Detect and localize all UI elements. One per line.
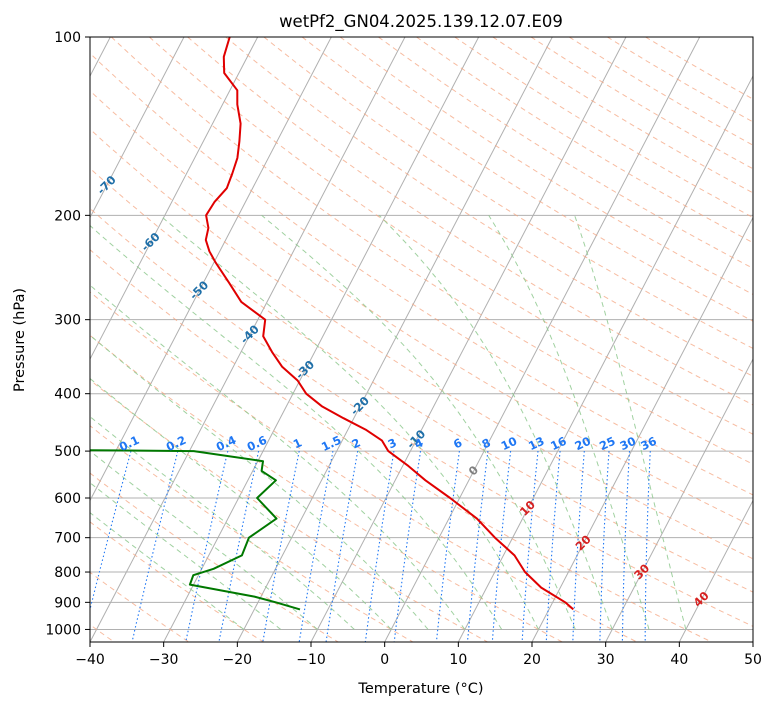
mixing-ratio-label: 13 (526, 434, 546, 453)
isotherm-line (90, 37, 406, 642)
moist-adiabat (90, 450, 318, 630)
mixing-ratio-line (621, 451, 631, 642)
x-tick-label: −10 (296, 652, 326, 668)
y-tick-label: 400 (54, 387, 81, 403)
mixing-ratio-line (572, 451, 585, 642)
moist-adiabat (378, 214, 613, 630)
mixing-ratio-line (393, 451, 422, 642)
mixing-ratio-lines (90, 450, 651, 642)
isotherm-line (90, 37, 259, 361)
isotherm-line (605, 357, 753, 642)
dry-adiabat (90, 379, 488, 642)
y-tick-label: 500 (54, 444, 81, 460)
moist-adiabat (90, 284, 466, 630)
mixing-ratio-line (491, 451, 512, 642)
dry-adiabat (90, 291, 638, 642)
dry-adiabat (110, 37, 753, 465)
isotherm-line (90, 37, 185, 219)
mixing-ratio-line (185, 450, 229, 642)
isotherm-line (163, 37, 480, 642)
y-tick-label: 600 (54, 491, 81, 507)
chart-title: wetPf2_GN04.2025.139.12.07.E09 (279, 12, 563, 32)
mixing-ratio-line (90, 450, 132, 612)
mixing-ratio-line (644, 451, 651, 642)
mixing-ratio-label: 25 (597, 434, 617, 453)
mixing-ratio-line (298, 451, 334, 642)
profile-lines (90, 37, 574, 611)
dry-adiabat (90, 207, 753, 627)
x-axis-label: Temperature (°C) (357, 681, 483, 697)
y-tick-label: 900 (54, 595, 81, 611)
y-axis-ticks: 100 200 300 400 500 600 700 800 900 1000 (45, 30, 90, 638)
moist-adiabat (90, 416, 355, 630)
moist-adiabat (261, 214, 576, 630)
dry-adiabat (90, 90, 753, 528)
x-tick-label: 40 (670, 652, 688, 668)
temperature-line (204, 37, 574, 611)
mixing-ratio-line (218, 450, 260, 642)
dry-adiabat (90, 425, 414, 642)
y-tick-label: 200 (54, 208, 81, 224)
moist-adiabat (90, 224, 503, 630)
grid-lines (90, 37, 753, 642)
x-tick-label: 0 (380, 652, 389, 668)
isotherm-line (678, 499, 753, 642)
y-tick-label: 100 (54, 30, 81, 46)
dry-adiabat (90, 571, 190, 642)
x-tick-label: 30 (597, 652, 615, 668)
y-axis-label: Pressure (hPa) (12, 288, 28, 392)
dry-adiabat (90, 128, 753, 560)
mixing-ratio-label: 10 (499, 434, 519, 453)
moist-adiabat (90, 334, 429, 630)
mixing-ratio-line (466, 451, 489, 642)
mixing-ratio-line (262, 450, 300, 642)
mixing-ratio-line (599, 451, 610, 642)
moist-adiabat (90, 377, 392, 630)
dewpoint-line (90, 449, 301, 611)
isotherm-line (90, 37, 332, 502)
isotherm-line (384, 37, 701, 642)
y-tick-label: 700 (54, 531, 81, 547)
moist-adiabats (90, 214, 687, 630)
mixing-ratio-label: 16 (548, 434, 568, 453)
mixing-ratio-line (364, 451, 395, 642)
x-axis-ticks: −40 −30 −20 −10 0 10 20 30 40 50 (75, 642, 762, 668)
mixing-ratio-line (131, 450, 179, 642)
isotherm-line (236, 37, 553, 642)
x-tick-label: 50 (744, 652, 762, 668)
x-tick-label: 10 (449, 652, 467, 668)
dry-adiabat (90, 249, 712, 642)
plot-frame (89, 36, 754, 643)
dry-adiabat (149, 37, 753, 435)
y-tick-label: 1000 (45, 622, 81, 638)
x-tick-label: −40 (75, 652, 105, 668)
y-tick-label: 300 (54, 313, 81, 329)
dry-adiabat (90, 334, 563, 642)
moist-adiabat (574, 215, 687, 630)
moist-adiabat (159, 214, 539, 630)
mixing-ratio-label: 36 (638, 434, 658, 453)
isotherm-line (457, 74, 753, 642)
x-tick-label: −20 (223, 652, 253, 668)
mixing-ratio-line (545, 451, 561, 642)
mixing-ratio-label: 30 (618, 434, 638, 453)
moist-adiabat (488, 215, 650, 630)
mixing-ratio-label: 20 (572, 434, 592, 453)
isotherm-line (531, 216, 753, 642)
x-tick-label: 20 (523, 652, 541, 668)
y-tick-label: 800 (54, 565, 81, 581)
mixing-ratio-line (435, 451, 460, 642)
dry-adiabat (90, 52, 753, 496)
mixing-ratio-line (521, 451, 539, 642)
x-tick-label: −30 (149, 652, 179, 668)
